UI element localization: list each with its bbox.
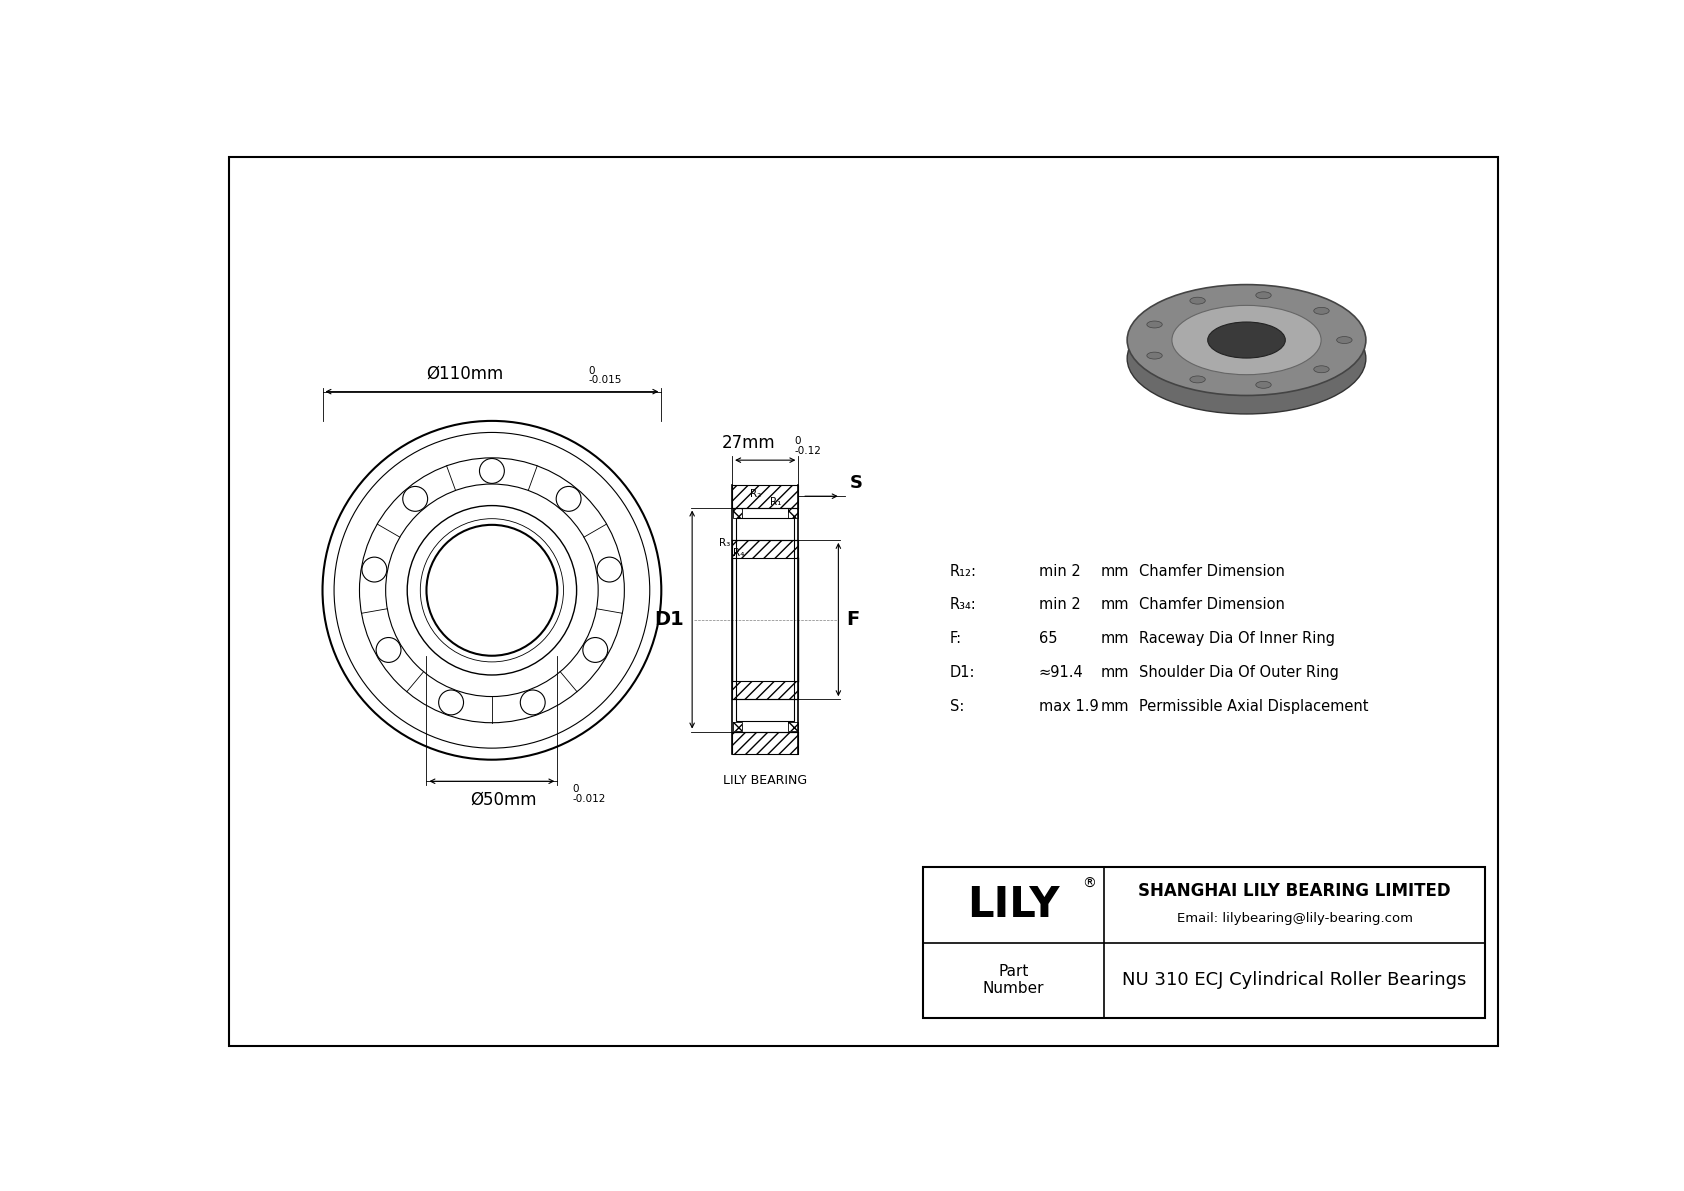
Ellipse shape (1127, 285, 1366, 395)
Text: NU 310 ECJ Cylindrical Roller Bearings: NU 310 ECJ Cylindrical Roller Bearings (1123, 971, 1467, 989)
Text: R₃₄:: R₃₄: (950, 598, 977, 612)
Text: R₃: R₃ (719, 538, 731, 548)
Ellipse shape (1207, 322, 1285, 358)
Text: D1: D1 (655, 610, 684, 629)
Text: Chamfer Dimension: Chamfer Dimension (1138, 563, 1285, 579)
Text: LILY BEARING: LILY BEARING (722, 773, 807, 786)
Text: R₄: R₄ (733, 548, 744, 557)
Text: Permissible Axial Displacement: Permissible Axial Displacement (1138, 699, 1367, 715)
Text: max 1.9: max 1.9 (1039, 699, 1098, 715)
Text: F:: F: (950, 631, 962, 647)
Text: LILY: LILY (967, 884, 1059, 927)
Ellipse shape (1191, 376, 1206, 382)
Text: F: F (845, 610, 859, 629)
Text: Email: lilybearing@lily-bearing.com: Email: lilybearing@lily-bearing.com (1177, 912, 1413, 925)
Bar (733, 485, 798, 507)
Text: D1:: D1: (950, 666, 975, 680)
Bar (923, 867, 1485, 1017)
Text: S:: S: (950, 699, 965, 715)
Bar (733, 681, 798, 699)
Text: Ø110mm: Ø110mm (426, 364, 504, 382)
Text: R₁₂:: R₁₂: (950, 563, 977, 579)
Text: SHANGHAI LILY BEARING LIMITED: SHANGHAI LILY BEARING LIMITED (1138, 883, 1452, 900)
Text: Part
Number: Part Number (982, 964, 1044, 997)
Ellipse shape (1337, 337, 1352, 343)
Bar (733, 731, 798, 754)
Text: ≈91.4: ≈91.4 (1039, 666, 1083, 680)
Text: ®: ® (1081, 877, 1096, 891)
Bar (733, 509, 743, 518)
Text: R₂: R₂ (749, 488, 761, 499)
Ellipse shape (1314, 307, 1329, 314)
Text: 65: 65 (1039, 631, 1058, 647)
Ellipse shape (1172, 305, 1322, 375)
Bar (733, 540, 798, 559)
Text: min 2: min 2 (1039, 598, 1081, 612)
Text: Chamfer Dimension: Chamfer Dimension (1138, 598, 1285, 612)
Bar (733, 540, 798, 559)
Ellipse shape (1256, 381, 1271, 388)
Bar (733, 722, 743, 731)
Text: 0: 0 (795, 436, 802, 447)
Text: mm: mm (1100, 699, 1128, 715)
Text: -0.015: -0.015 (588, 375, 621, 386)
Text: -0.012: -0.012 (573, 793, 606, 804)
Ellipse shape (1127, 303, 1366, 414)
Bar (733, 509, 743, 518)
Text: -0.12: -0.12 (795, 445, 822, 455)
Bar (736, 518, 795, 721)
Text: Ø50mm: Ø50mm (470, 791, 537, 809)
Bar (733, 681, 798, 699)
Ellipse shape (1314, 366, 1329, 373)
Bar (733, 731, 798, 754)
Ellipse shape (1147, 322, 1162, 328)
Text: min 2: min 2 (1039, 563, 1081, 579)
Ellipse shape (1191, 298, 1206, 304)
Text: R₁: R₁ (770, 497, 781, 507)
Bar (788, 509, 798, 518)
Bar (733, 722, 743, 731)
Text: 27mm: 27mm (721, 435, 775, 453)
Text: mm: mm (1100, 666, 1128, 680)
Text: 0: 0 (573, 785, 579, 794)
Bar (788, 722, 798, 731)
Text: mm: mm (1100, 598, 1128, 612)
Text: mm: mm (1100, 563, 1128, 579)
Bar (733, 485, 798, 507)
Bar (788, 722, 798, 731)
Text: Raceway Dia Of Inner Ring: Raceway Dia Of Inner Ring (1138, 631, 1335, 647)
Ellipse shape (1256, 292, 1271, 299)
Text: mm: mm (1100, 631, 1128, 647)
Bar (788, 509, 798, 518)
Text: Shoulder Dia Of Outer Ring: Shoulder Dia Of Outer Ring (1138, 666, 1339, 680)
Text: 0: 0 (588, 366, 594, 376)
Text: S: S (850, 474, 862, 492)
Ellipse shape (1147, 353, 1162, 358)
